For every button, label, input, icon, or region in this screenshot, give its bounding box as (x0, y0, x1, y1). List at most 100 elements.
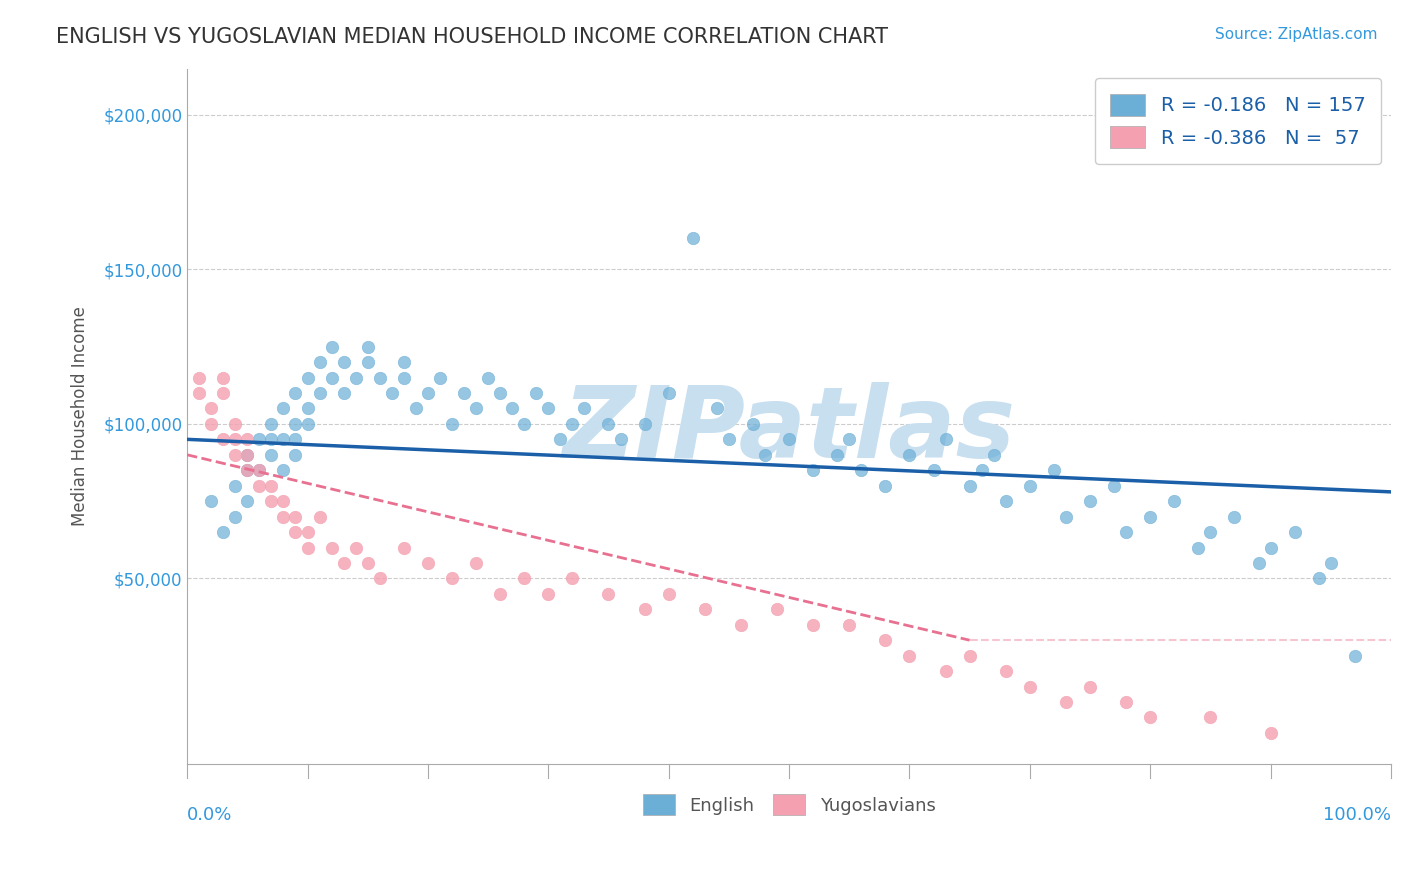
Point (465, 556, 488, 570)
Point (994, 664, 1017, 678)
Point (224, 433, 246, 447)
Point (875, 633, 897, 648)
Point (1199, 710, 1222, 724)
Point (1054, 509, 1077, 524)
Point (1344, 648, 1367, 663)
Point (994, 494, 1017, 508)
Point (970, 463, 993, 477)
Point (308, 355, 330, 369)
Point (898, 448, 921, 462)
Point (236, 494, 259, 508)
Point (260, 479, 283, 493)
Point (260, 417, 283, 431)
Point (200, 494, 222, 508)
Point (1308, 571, 1330, 585)
Point (1320, 556, 1343, 570)
Point (513, 417, 536, 431)
Point (332, 556, 354, 570)
Point (1078, 680, 1101, 694)
Point (453, 386, 475, 401)
Text: ZIPatlas: ZIPatlas (562, 382, 1015, 479)
Point (392, 355, 415, 369)
Point (273, 433, 295, 447)
Point (1199, 524, 1222, 539)
Point (1115, 695, 1137, 709)
Point (851, 463, 873, 477)
Point (224, 417, 246, 431)
Point (574, 401, 596, 416)
Point (284, 417, 307, 431)
Point (212, 386, 235, 401)
Point (633, 602, 655, 616)
Point (284, 509, 307, 524)
Text: Source: ZipAtlas.com: Source: ZipAtlas.com (1215, 27, 1378, 42)
Point (1139, 509, 1161, 524)
Point (273, 401, 295, 416)
Point (550, 433, 572, 447)
Point (1247, 556, 1270, 570)
Point (308, 386, 330, 401)
Point (561, 417, 583, 431)
Point (658, 386, 681, 401)
Point (598, 417, 620, 431)
Point (368, 370, 391, 384)
Point (381, 386, 404, 401)
Point (260, 448, 283, 462)
Point (922, 463, 945, 477)
Point (682, 231, 704, 245)
Point (489, 587, 512, 601)
Point (416, 556, 439, 570)
Point (236, 433, 259, 447)
Point (284, 448, 307, 462)
Point (247, 433, 270, 447)
Point (236, 448, 259, 462)
Point (284, 386, 307, 401)
Point (297, 524, 319, 539)
Point (1043, 463, 1066, 477)
Point (284, 433, 307, 447)
Point (357, 340, 380, 354)
Point (1163, 494, 1185, 508)
Point (284, 524, 307, 539)
Point (224, 509, 246, 524)
Point (730, 617, 752, 632)
Point (440, 417, 463, 431)
Point (825, 448, 848, 462)
Point (778, 433, 800, 447)
Point (344, 541, 367, 555)
Point (260, 494, 283, 508)
Text: ENGLISH VS YUGOSLAVIAN MEDIAN HOUSEHOLD INCOME CORRELATION CHART: ENGLISH VS YUGOSLAVIAN MEDIAN HOUSEHOLD … (56, 27, 889, 46)
Point (524, 386, 547, 401)
Point (392, 370, 415, 384)
Point (935, 433, 957, 447)
Point (308, 509, 330, 524)
Point (416, 386, 439, 401)
Point (1078, 494, 1101, 508)
Point (633, 417, 655, 431)
Point (693, 602, 716, 616)
Point (200, 401, 222, 416)
Point (188, 370, 211, 384)
Text: 0.0%: 0.0% (187, 805, 232, 823)
Point (766, 602, 789, 616)
Y-axis label: Median Household Income: Median Household Income (72, 306, 89, 526)
Point (405, 401, 427, 416)
Point (598, 587, 620, 601)
Point (297, 417, 319, 431)
Point (1115, 524, 1137, 539)
Point (754, 448, 776, 462)
Point (212, 433, 235, 447)
Point (875, 479, 897, 493)
Point (236, 463, 259, 477)
Point (236, 448, 259, 462)
Point (501, 401, 523, 416)
Point (717, 433, 740, 447)
Point (260, 433, 283, 447)
Point (959, 648, 981, 663)
Point (392, 541, 415, 555)
Text: 100.0%: 100.0% (1323, 805, 1391, 823)
Point (247, 463, 270, 477)
Point (429, 370, 451, 384)
Point (273, 509, 295, 524)
Point (706, 401, 728, 416)
